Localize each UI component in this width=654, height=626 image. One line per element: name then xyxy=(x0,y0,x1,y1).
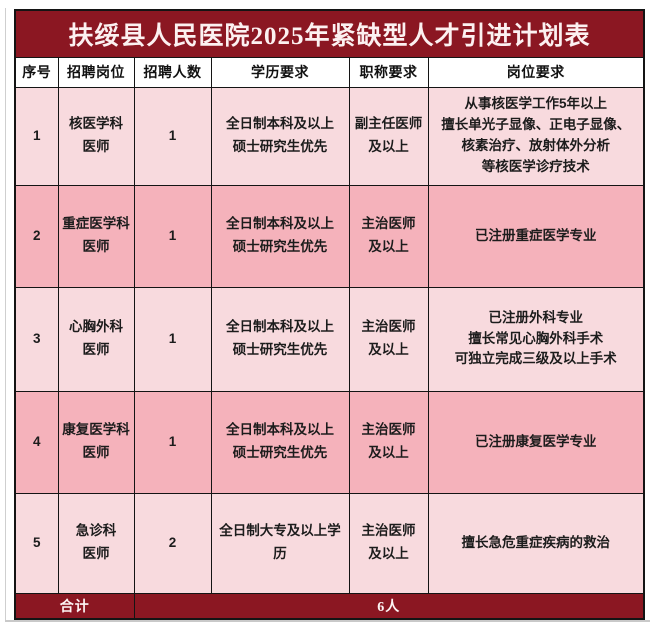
cell-job-requirement: 擅长急危重症疾病的救治 xyxy=(427,492,645,594)
page-edge-left-line xyxy=(5,8,6,621)
cell-serial-number: 4 xyxy=(14,390,59,494)
cell-position: 重症医学科 医师 xyxy=(57,184,135,288)
column-header-serial-number: 序号 xyxy=(14,56,59,88)
cell-title-requirement: 主治医师 及以上 xyxy=(348,184,429,288)
cell-position: 心胸外科 医师 xyxy=(57,286,135,392)
cell-education-requirement: 全日制大专及以上学历 xyxy=(210,492,350,594)
cell-headcount: 1 xyxy=(133,86,212,186)
cell-title-requirement: 主治医师 及以上 xyxy=(348,492,429,594)
column-header-title-requirement: 职称要求 xyxy=(348,56,429,88)
title-row: 扶绥县人民医院2025年紧缺型人才引进计划表 xyxy=(14,9,645,58)
column-header-job-requirement: 岗位要求 xyxy=(427,56,645,88)
cell-job-requirement: 已注册重症医学专业 xyxy=(427,184,645,288)
cell-education-requirement: 全日制本科及以上 硕士研究生优先 xyxy=(210,286,350,392)
table-row: 4 康复医学科 医师 1 全日制本科及以上 硕士研究生优先 主治医师 及以上 已… xyxy=(14,390,645,494)
page-edge-bottom-line xyxy=(5,620,650,622)
cell-headcount: 1 xyxy=(133,286,212,392)
table-row: 1 核医学科 医师 1 全日制本科及以上 硕士研究生优先 副主任医师 及以上 从… xyxy=(14,86,645,186)
table-row: 2 重症医学科 医师 1 全日制本科及以上 硕士研究生优先 主治医师 及以上 已… xyxy=(14,184,645,288)
cell-serial-number: 5 xyxy=(14,492,59,594)
cell-education-requirement: 全日制本科及以上 硕士研究生优先 xyxy=(210,390,350,494)
cell-title-requirement: 副主任医师 及以上 xyxy=(348,86,429,186)
recruitment-plan-table: 扶绥县人民医院2025年紧缺型人才引进计划表 序号 招聘岗位 招聘人数 学历要求… xyxy=(14,9,646,620)
table-footer-row: 合计 6人 xyxy=(14,592,645,620)
cell-headcount: 2 xyxy=(133,492,212,594)
cell-job-requirement: 已注册康复医学专业 xyxy=(427,390,645,494)
cell-education-requirement: 全日制本科及以上 硕士研究生优先 xyxy=(210,86,350,186)
table-row: 5 急诊科 医师 2 全日制大专及以上学历 主治医师 及以上 擅长急危重症疾病的… xyxy=(14,492,645,594)
cell-position: 康复医学科 医师 xyxy=(57,390,135,494)
footer-total-label: 合计 xyxy=(14,592,135,620)
cell-serial-number: 3 xyxy=(14,286,59,392)
cell-title-requirement: 主治医师 及以上 xyxy=(348,286,429,392)
cell-title-requirement: 主治医师 及以上 xyxy=(348,390,429,494)
cell-serial-number: 2 xyxy=(14,184,59,288)
cell-serial-number: 1 xyxy=(14,86,59,186)
cell-headcount: 1 xyxy=(133,184,212,288)
column-header-headcount: 招聘人数 xyxy=(133,56,212,88)
page-title: 扶绥县人民医院2025年紧缺型人才引进计划表 xyxy=(14,9,645,58)
column-header-education-requirement: 学历要求 xyxy=(210,56,350,88)
table-header-row: 序号 招聘岗位 招聘人数 学历要求 职称要求 岗位要求 xyxy=(14,56,645,88)
table-row: 3 心胸外科 医师 1 全日制本科及以上 硕士研究生优先 主治医师 及以上 已注… xyxy=(14,286,645,392)
cell-position: 急诊科 医师 xyxy=(57,492,135,594)
footer-total-value: 6人 xyxy=(133,592,645,620)
cell-education-requirement: 全日制本科及以上 硕士研究生优先 xyxy=(210,184,350,288)
cell-job-requirement: 从事核医学工作5年以上 擅长单光子显像、正电子显像、 核素治疗、放射体外分析 等… xyxy=(427,86,645,186)
cell-job-requirement: 已注册外科专业 擅长常见心胸外科手术 可独立完成三级及以上手术 xyxy=(427,286,645,392)
cell-position: 核医学科 医师 xyxy=(57,86,135,186)
cell-headcount: 1 xyxy=(133,390,212,494)
column-header-position: 招聘岗位 xyxy=(57,56,135,88)
